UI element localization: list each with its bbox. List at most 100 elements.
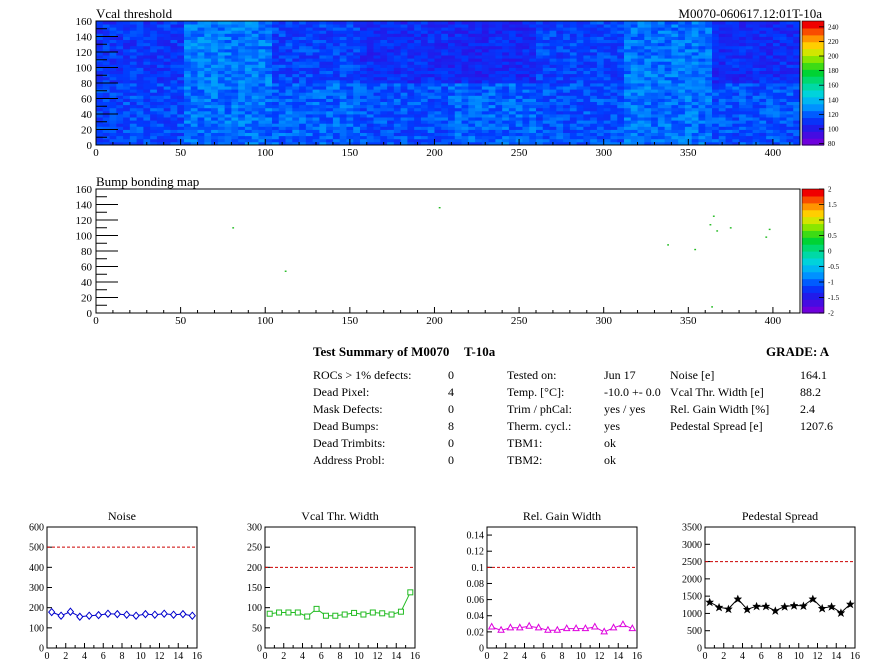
heatmap-cell — [454, 27, 462, 31]
heatmap-cell — [407, 45, 415, 50]
heatmap-cell — [278, 110, 286, 115]
heatmap-cell — [698, 70, 706, 75]
heatmap-cell — [712, 64, 720, 68]
heatmap-cell — [786, 114, 794, 118]
heatmap-cell — [258, 141, 266, 146]
heatmap-cell — [624, 42, 632, 47]
heatmap-cell — [461, 98, 469, 102]
heatmap-cell — [461, 83, 469, 87]
heatmap-cell — [603, 138, 611, 143]
heatmap-cell — [393, 39, 402, 44]
heatmap-cell — [569, 86, 578, 90]
heatmap-cell — [109, 89, 117, 93]
heatmap-cell — [630, 110, 638, 115]
heatmap-cell — [305, 24, 314, 28]
heatmap-cell — [360, 21, 368, 25]
heatmap-cell — [163, 114, 171, 118]
heatmap-cell — [772, 61, 781, 65]
heatmap-cell — [475, 138, 483, 143]
heatmap-cell — [475, 132, 483, 137]
chart-rel-gain-width: Rel. Gain Width00.020.040.060.080.10.120… — [467, 509, 643, 662]
heatmap-cell — [718, 117, 726, 121]
bump-bonding-title: Bump bonding map — [96, 174, 199, 189]
heatmap-cell — [684, 45, 693, 50]
heatmap-cell — [610, 61, 618, 65]
heatmap-cell — [745, 92, 754, 96]
heatmap-cell — [244, 61, 253, 65]
heatmap-cell — [366, 76, 374, 81]
heatmap-cell — [360, 86, 368, 90]
heatmap-cell — [651, 42, 659, 47]
heatmap-cell — [238, 141, 246, 146]
heatmap-cell — [360, 138, 368, 143]
heatmap-cell — [448, 120, 456, 124]
heatmap-cell — [116, 39, 124, 44]
heatmap-cell — [312, 110, 320, 115]
heatmap-cell — [657, 98, 666, 102]
heatmap-cell — [671, 101, 679, 106]
heatmap-cell — [420, 129, 429, 133]
heatmap-cell — [414, 126, 422, 130]
heatmap-cell — [244, 42, 253, 47]
heatmap-cell — [468, 129, 476, 133]
heatmap-cell — [569, 36, 578, 40]
heatmap-cell — [691, 52, 699, 56]
heatmap-cell — [725, 132, 733, 137]
heatmap-cell — [691, 45, 699, 50]
heatmap-cell — [515, 39, 523, 44]
heatmap-cell — [583, 76, 591, 81]
heatmap-cell — [312, 123, 320, 127]
heatmap-cell — [596, 45, 605, 50]
heatmap-cell — [651, 135, 659, 140]
heatmap-cell — [624, 39, 632, 44]
heatmap-cell — [624, 138, 632, 143]
heatmap-cell — [353, 89, 361, 93]
heatmap-cell — [448, 45, 456, 50]
heatmap-cell — [502, 21, 510, 25]
heatmap-cell — [556, 83, 564, 87]
heatmap-cell — [305, 83, 314, 87]
heatmap-cell — [420, 76, 429, 81]
heatmap-cell — [576, 79, 584, 84]
heatmap-cell — [231, 129, 239, 133]
heatmap-cell — [779, 114, 787, 118]
heatmap-cell — [231, 36, 239, 40]
heatmap-cell — [461, 45, 469, 50]
heatmap-cell — [705, 117, 713, 121]
heatmap-cell — [312, 33, 320, 37]
heatmap-cell — [691, 42, 699, 47]
heatmap-cell — [102, 95, 110, 99]
heatmap-cell — [637, 64, 645, 68]
heatmap-cell — [224, 104, 232, 109]
heatmap-cell — [156, 33, 165, 37]
heatmap-cell — [766, 21, 774, 25]
heatmap-cell — [569, 45, 578, 50]
data-point — [304, 613, 311, 620]
heatmap-cell — [326, 45, 334, 50]
heatmap-cell — [211, 42, 219, 47]
heatmap-cell — [346, 83, 354, 87]
heatmap-cell — [461, 27, 469, 31]
heatmap-cell — [691, 126, 699, 130]
heatmap-cell — [617, 55, 625, 59]
heatmap-cell — [427, 141, 435, 146]
heatmap-cell — [603, 21, 611, 25]
heatmap-cell — [705, 64, 713, 68]
heatmap-cell — [752, 48, 760, 53]
heatmap-cell — [718, 104, 726, 109]
heatmap-cell — [96, 107, 104, 112]
heatmap-cell — [651, 83, 659, 87]
heatmap-cell — [387, 132, 395, 137]
heatmap-cell — [102, 123, 110, 127]
heatmap-cell — [624, 107, 632, 112]
heatmap-cell — [150, 89, 158, 93]
heatmap-cell — [481, 52, 490, 56]
heatmap-cell — [745, 126, 754, 130]
heatmap-cell — [332, 61, 341, 65]
heatmap-cell — [184, 73, 192, 78]
heatmap-cell — [563, 117, 571, 121]
heatmap-cell — [251, 132, 259, 137]
heatmap-cell — [596, 55, 605, 59]
heatmap-cell — [339, 89, 347, 93]
heatmap-cell — [129, 52, 138, 56]
